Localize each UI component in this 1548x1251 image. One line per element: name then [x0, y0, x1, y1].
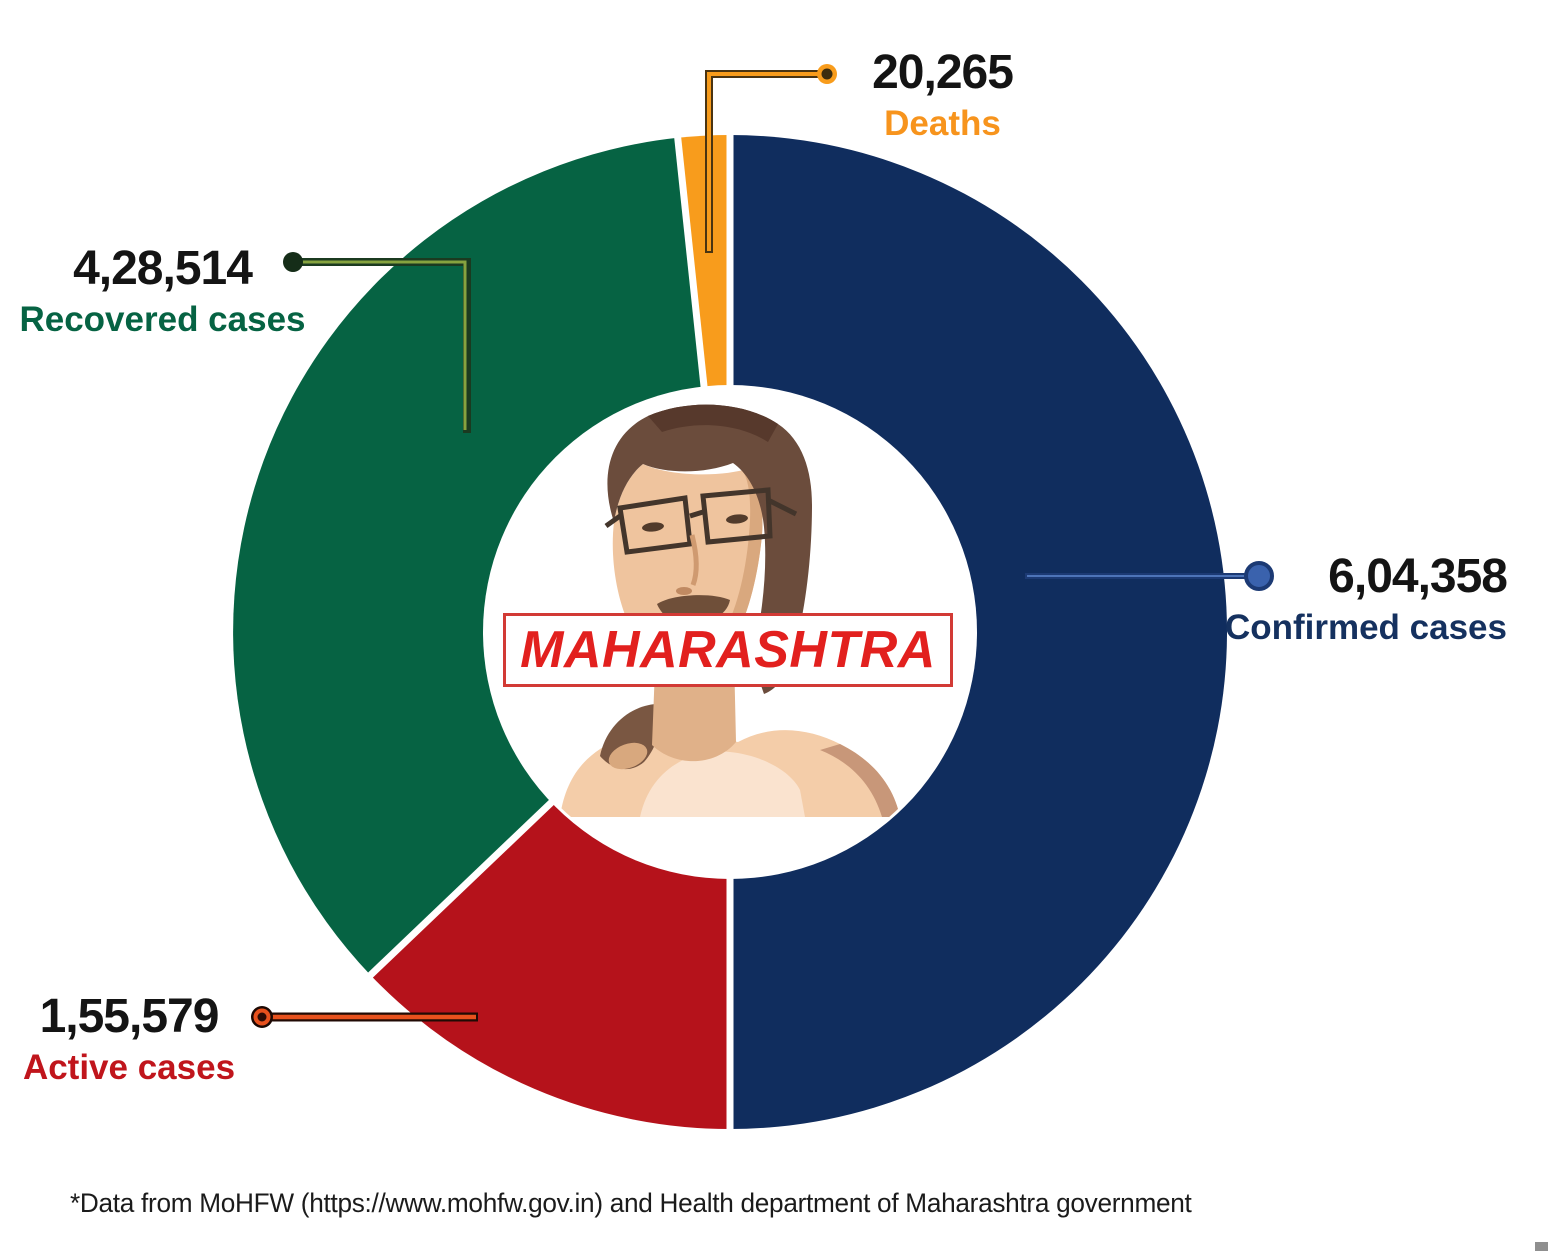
portrait-nose — [689, 534, 699, 586]
leader-lines — [251, 64, 1274, 1028]
portrait-left-eye — [642, 522, 664, 532]
confirmed-callout: 6,04,358 Confirmed cases — [1222, 550, 1508, 647]
active-value: 1,55,579 — [39, 990, 220, 1043]
confirmed-label: Confirmed cases — [1224, 607, 1507, 647]
recovered-value: 4,28,514 — [73, 242, 253, 295]
recovered-leader-line — [296, 260, 467, 430]
corner-artifact — [1535, 1242, 1548, 1251]
portrait-shirt-highlight — [640, 751, 805, 817]
glasses-right-temple — [766, 497, 798, 517]
glasses-bridge — [689, 509, 704, 519]
portrait-nostril-shadow — [676, 587, 692, 595]
portrait-face-shadow — [726, 468, 763, 640]
deaths-callout: 20,265 Deaths — [800, 46, 1085, 143]
deaths-leader-line — [707, 72, 827, 251]
portrait-hand — [608, 742, 648, 770]
deaths-label: Deaths — [884, 103, 1001, 143]
portrait-glasses — [604, 487, 798, 555]
donut-slice-confirmed — [730, 135, 1227, 1129]
donut-slice-recovered — [233, 137, 731, 976]
recovered-callout: 4,28,514 Recovered cases — [5, 242, 320, 339]
deaths-value: 20,265 — [872, 46, 1014, 99]
recovered-leader-dot — [283, 252, 303, 272]
active-callout: 1,55,579 Active cases — [10, 990, 248, 1087]
maharashtra-banner-text: MAHARASHTRA — [520, 621, 936, 679]
maharashtra-banner: MAHARASHTRA — [503, 613, 953, 687]
glasses-left-temple — [604, 513, 622, 529]
portrait-right-eye — [726, 514, 748, 524]
active-label: Active cases — [22, 1047, 236, 1087]
portrait-shoulder-shadow — [820, 744, 900, 817]
active-leader-dot-center — [257, 1012, 267, 1022]
recovered-label: Recovered cases — [19, 299, 306, 339]
data-source-note: *Data from MoHFW (https://www.mohfw.gov.… — [70, 1188, 1192, 1218]
glasses-left-lens — [617, 495, 693, 555]
confirmed-value: 6,04,358 — [1328, 550, 1508, 603]
deaths-leader-dot-center — [821, 68, 833, 80]
glasses-right-lens — [700, 487, 773, 545]
confirmed-leader-dot — [1244, 561, 1274, 591]
portrait-hair-dark — [648, 404, 778, 442]
